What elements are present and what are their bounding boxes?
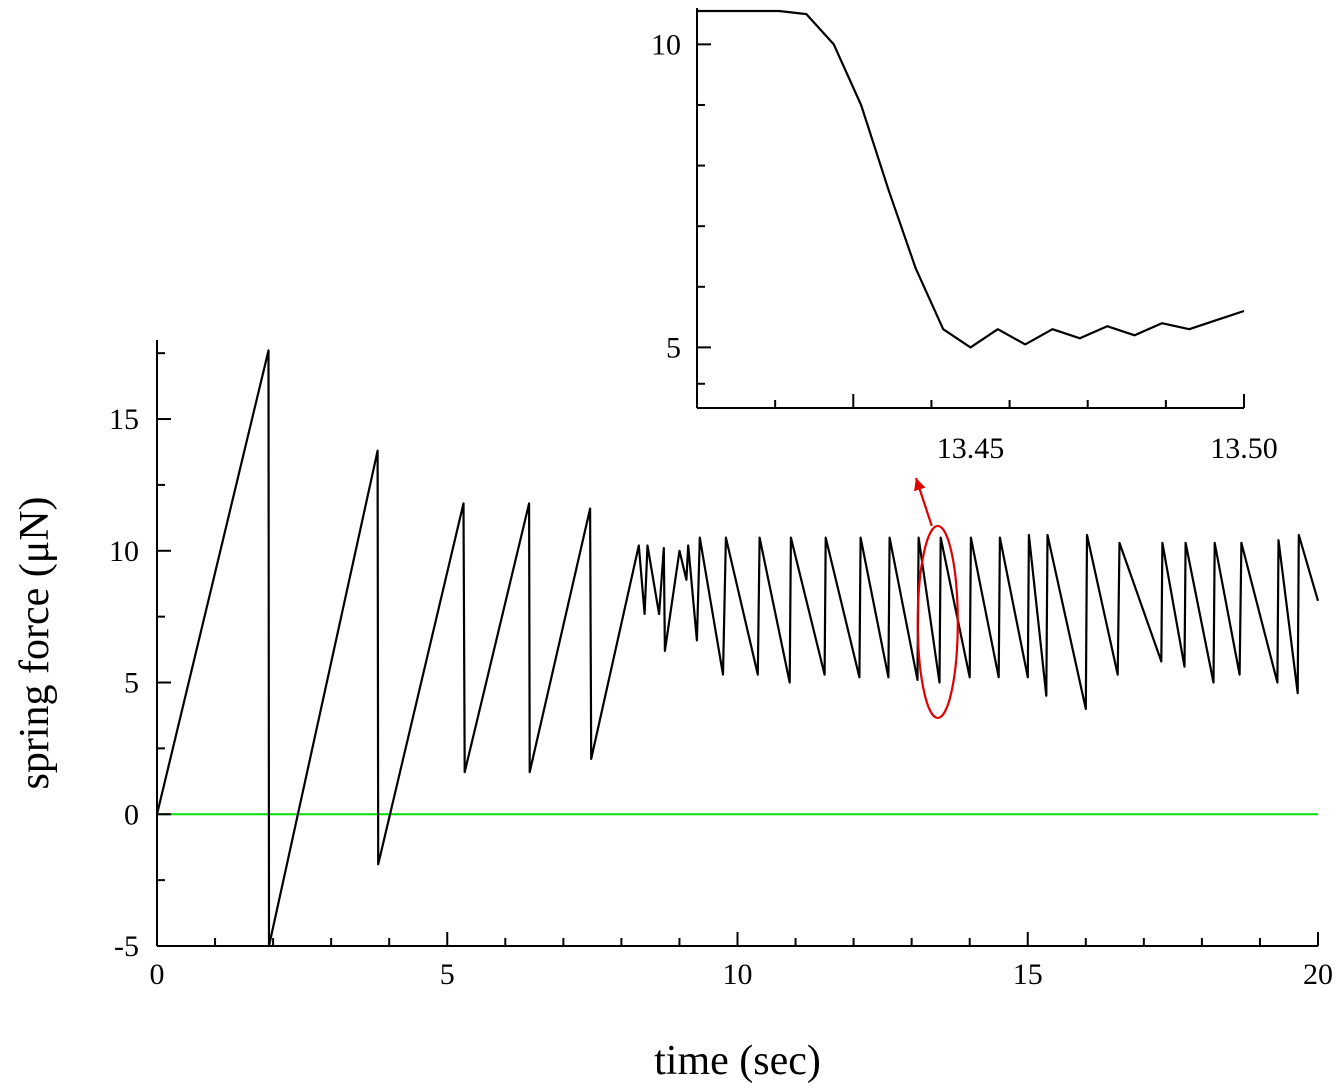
x-tick-label: 15	[1013, 958, 1043, 991]
inset-axis-ticks	[696, 43, 1245, 408]
ellipse-annotation-icon	[916, 524, 959, 720]
x-tick-label: 0	[150, 958, 165, 991]
x-tick-label: 10	[723, 958, 753, 991]
x-axis-title: time (sec)	[654, 1038, 821, 1084]
inset-y-tick-label: 5	[666, 331, 681, 364]
inset-plot: 13.45 13.50 5 10	[651, 8, 1278, 465]
y-tick-label: -5	[114, 930, 139, 963]
spring-force-series-line	[155, 349, 1320, 948]
x-tick-label: 5	[440, 958, 455, 991]
y-tick-label: 15	[109, 403, 139, 436]
main-axis-ticks	[156, 352, 1319, 947]
main-tick-labels: 0 5 10 15 20 -5 0 5 10 15	[109, 403, 1333, 991]
inset-series-line	[697, 9, 1245, 349]
inset-x-tick-label: 13.45	[937, 432, 1005, 465]
y-axis-title: spring force (μN)	[12, 496, 58, 789]
inset-tick-labels: 13.45 13.50 5 10	[651, 28, 1278, 465]
main-plot: 0 5 10 15 20 -5 0 5 10 15 time (sec) spring force…	[12, 340, 1333, 1084]
y-tick-label: 5	[124, 667, 139, 700]
inset-y-tick-label: 10	[651, 28, 681, 61]
arrowhead-icon	[914, 478, 926, 492]
y-tick-label: 0	[124, 798, 139, 831]
inset-x-tick-label: 13.50	[1210, 432, 1278, 465]
y-tick-label: 10	[109, 535, 139, 568]
x-tick-label: 20	[1303, 958, 1333, 991]
